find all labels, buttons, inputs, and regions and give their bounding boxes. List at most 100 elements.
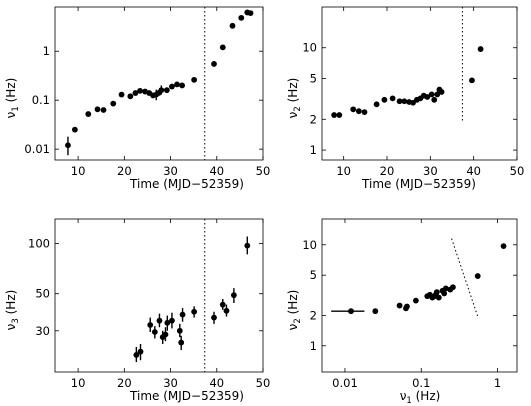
ylabel: ν3 (Hz): [4, 290, 21, 331]
data-point: [372, 308, 379, 315]
data-point: [350, 106, 357, 113]
xlabel: Time (MJD−52359): [129, 389, 244, 403]
data-point: [156, 317, 163, 324]
data-point: [133, 352, 140, 358]
ylabel: ν2 (Hz): [286, 290, 303, 331]
x-tick-label: 30: [163, 376, 178, 390]
data-point: [361, 109, 368, 116]
data-point: [191, 308, 198, 315]
panel-nu2-vs-nu1: ν1 (Hz) ν2 (Hz) 0.01 0.1 1 1 2 5 10: [286, 218, 518, 406]
y-tick-label: 0.1: [32, 93, 50, 107]
data-point: [477, 46, 484, 52]
x-tick-label: 30: [423, 164, 438, 178]
y-tick-label: 1: [43, 44, 50, 58]
x-tick-label: 50: [256, 164, 271, 178]
y-tick-label: 0.01: [24, 142, 50, 156]
y-tick-label: 50: [35, 287, 50, 301]
data-point: [431, 96, 438, 103]
data-point: [158, 87, 165, 94]
data-point: [389, 95, 396, 102]
y-tick-label: 2: [310, 112, 317, 126]
panel-nu3-vs-time: Time (MJD−52359) ν3 (Hz) 10 20 30 40 50 30 50 1…: [4, 218, 270, 403]
dotted-diagonal-line: [451, 238, 479, 317]
data-point: [373, 101, 380, 108]
data-point: [331, 112, 338, 118]
data-point: [396, 98, 403, 105]
x-tick-label: 0.01: [332, 376, 358, 390]
data-point: [176, 327, 183, 334]
data-point: [500, 243, 507, 250]
ylabel: ν1 (Hz): [4, 78, 21, 119]
x-tick-label: 0.1: [412, 376, 430, 390]
y-tick-label: 10: [302, 238, 317, 252]
y-tick-label: 10: [302, 41, 317, 55]
data-point: [229, 22, 236, 29]
data-point: [401, 98, 408, 105]
data-point: [178, 339, 185, 346]
data-point: [336, 112, 343, 118]
data-point: [137, 348, 144, 355]
data-point: [219, 301, 226, 308]
data-point: [469, 77, 475, 84]
data-point: [403, 305, 409, 312]
data-point: [174, 81, 180, 88]
data-point: [100, 107, 107, 113]
data-point: [191, 76, 198, 83]
data-point: [179, 311, 186, 318]
y-tick-label: 5: [310, 72, 317, 86]
y-tick-label: 1: [310, 143, 317, 157]
data-point: [428, 91, 435, 98]
data-point: [163, 87, 170, 94]
x-tick-label: 40: [209, 376, 224, 390]
x-tick-label: 20: [117, 376, 132, 390]
x-tick-label: 1: [494, 376, 501, 390]
axes-frame: [54, 218, 264, 373]
data-point: [164, 319, 171, 326]
data-point: [162, 331, 169, 338]
x-tick-label: 30: [163, 164, 178, 178]
data-point: [127, 93, 134, 100]
data-point: [151, 329, 158, 335]
y-tick-label: 1: [310, 339, 317, 353]
data-point: [169, 317, 175, 324]
data-point: [147, 322, 154, 328]
axes-frame: [54, 6, 264, 161]
data-point: [348, 308, 354, 315]
data-point: [474, 273, 481, 279]
x-tick-label: 40: [466, 164, 481, 178]
data-point: [94, 106, 101, 113]
x-tick-label: 10: [71, 376, 86, 390]
data-point: [435, 294, 442, 301]
data-point: [132, 90, 139, 96]
xlabel: ν1 (Hz): [400, 389, 441, 406]
data-point: [441, 290, 448, 297]
axes-frame: [321, 6, 518, 161]
data-point: [442, 285, 449, 292]
data-point: [433, 289, 440, 296]
data-point: [438, 89, 445, 95]
data-point: [412, 297, 419, 304]
panel-nu2-vs-time: Time (MJD−52359) ν2 (Hz) 10 20 30 40 50 1 2 5 10: [286, 6, 525, 191]
ylabel: ν2 (Hz): [286, 78, 303, 119]
data-point: [219, 44, 226, 51]
x-tick-label: 50: [510, 164, 525, 178]
data-point: [396, 302, 403, 309]
data-point: [244, 242, 251, 249]
data-point: [118, 91, 125, 98]
y-tick-label: 2: [310, 308, 317, 322]
x-tick-label: 10: [336, 164, 351, 178]
panel-nu1-vs-time: Time (MJD−52359) ν1 (Hz) 10 20 30 40 50 0.01 0…: [4, 6, 271, 191]
x-tick-label: 20: [380, 164, 395, 178]
data-point: [65, 142, 71, 149]
data-point: [424, 94, 431, 100]
x-tick-label: 20: [117, 164, 132, 178]
xlabel: Time (MJD−52359): [361, 177, 476, 191]
data-point: [85, 111, 92, 117]
data-point: [230, 292, 237, 299]
data-point: [434, 91, 441, 98]
data-point: [137, 87, 143, 94]
axes-frame: [321, 218, 518, 373]
data-point: [71, 126, 78, 133]
data-point: [223, 307, 230, 314]
